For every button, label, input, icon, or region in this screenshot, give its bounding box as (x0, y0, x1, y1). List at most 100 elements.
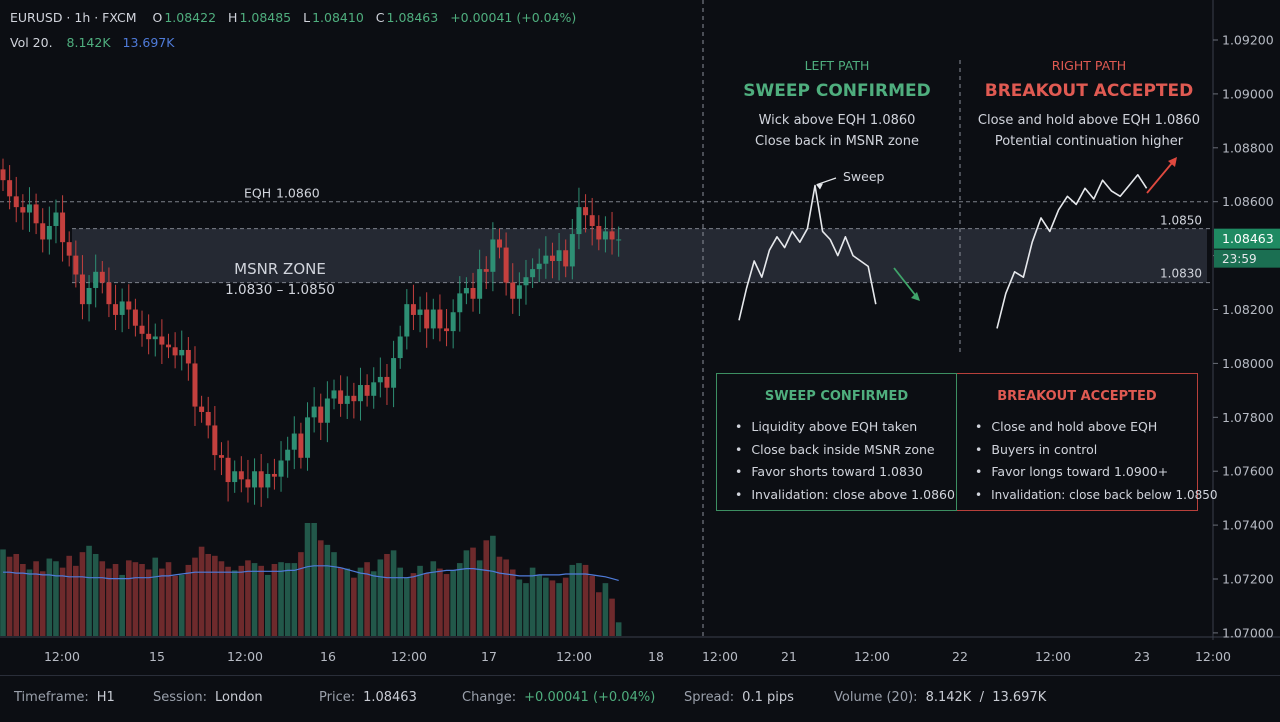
volume-bar (265, 574, 271, 636)
price-tick-label: 1.08800 (1222, 140, 1274, 155)
zone-bottom-label: 1.0830 (1160, 267, 1202, 281)
low-value: 1.08410 (312, 10, 364, 25)
time-tick-label: 12:00 (391, 649, 427, 664)
volume-bar (582, 564, 589, 636)
candle-body (199, 406, 205, 412)
volume-bar (370, 571, 377, 636)
candle-body (106, 282, 112, 305)
candle-body (179, 349, 185, 356)
sweep-box-item: Favor shorts toward 1.0830 (735, 461, 955, 484)
up-arrow-line (1146, 162, 1173, 194)
candle-body (404, 304, 410, 337)
symbol-label[interactable]: EURUSD · 1h · FXCM (10, 10, 137, 25)
volume-value: 8.142K (66, 35, 111, 50)
footer-change-label: Change: (462, 690, 517, 705)
candle-body (503, 247, 509, 283)
candle-body (357, 385, 363, 402)
candle-body (583, 207, 589, 216)
volume-bar (172, 575, 178, 636)
volume-bar (198, 546, 205, 636)
price-tick-label: 1.07600 (1222, 464, 1274, 479)
volume-bar (125, 560, 132, 636)
volume-bar (192, 557, 198, 636)
candle-body (93, 271, 99, 288)
candle-body (530, 269, 536, 278)
footer-session-label: Session: (153, 690, 207, 705)
sweep-box-item: Liquidity above EQH taken (735, 416, 955, 439)
footer-change-value: +0.00041 (+0.04%) (524, 690, 656, 705)
candle-body (13, 196, 19, 208)
candle-body (66, 242, 72, 256)
volume-bar (79, 552, 86, 636)
candle-body (384, 376, 390, 388)
sweep-confirmed-box: SWEEP CONFIRMED Liquidity above EQH take… (716, 373, 957, 511)
volume-bar (238, 565, 245, 636)
footer-price: Price: 1.08463 (319, 690, 417, 705)
candle-body (60, 212, 66, 243)
candle-body (377, 376, 383, 383)
volume-bar (284, 563, 291, 636)
volume-bar (311, 523, 317, 636)
down-arrow-line (893, 267, 917, 297)
volume-bar (178, 574, 185, 636)
down-arrow-head (911, 292, 920, 301)
volume-bar (344, 568, 351, 636)
volume-bar (397, 567, 403, 636)
sweep-box-item: Invalidation: close above 1.0860 (735, 484, 955, 507)
candle-body (232, 471, 238, 483)
volume-bar (185, 564, 192, 636)
footer-timeframe: Timeframe: H1 (14, 690, 115, 705)
volume-bar (132, 562, 139, 636)
sweep-box-item: Close back inside MSNR zone (735, 439, 955, 462)
candle-body (73, 255, 79, 275)
time-tick-label: 21 (781, 649, 797, 664)
candle-body (139, 325, 145, 334)
right-path-line1: Close and hold above EQH 1.0860 (978, 113, 1200, 128)
candle-body (113, 304, 119, 315)
zone-range: 1.0830 – 1.0850 (225, 282, 335, 298)
breakout-box-item: Close and hold above EQH (975, 416, 1218, 439)
candle-body (291, 433, 297, 450)
candle-body (185, 349, 191, 364)
countdown-tag (1214, 249, 1280, 268)
sweep-pointer (816, 177, 837, 186)
candle-body (344, 395, 350, 404)
volume-label[interactable]: Vol 20. (10, 35, 53, 50)
price-chart[interactable]: MSNR ZONE 1.0830 – 1.0850 1.0850 1.0830 EQH 1… (0, 0, 1280, 675)
volume-bar (59, 567, 66, 636)
candle-body (444, 328, 450, 332)
candle-body (437, 309, 443, 329)
open-label: O (152, 10, 163, 25)
candle-body (252, 471, 258, 488)
volume-bar (278, 562, 284, 636)
candle-body (119, 301, 125, 315)
candle-body (258, 471, 264, 488)
volume-bar (404, 577, 410, 636)
volume-bar (609, 598, 615, 636)
volume-bar (159, 568, 165, 636)
volume-bar (112, 564, 119, 636)
time-tick-label: 12:00 (556, 649, 592, 664)
candle-body (523, 277, 529, 286)
volume-bar (212, 555, 218, 636)
candle-body (576, 207, 582, 235)
price-tick-label: 1.07800 (1222, 410, 1274, 425)
footer-spread: Spread: 0.1 pips (684, 690, 794, 705)
volume-bar (490, 535, 496, 636)
sweep-arrowhead (816, 183, 823, 190)
volume-bar (39, 571, 46, 636)
candle-body (311, 406, 317, 418)
volume-ma-value: 13.697K (122, 35, 175, 50)
volume-bar (357, 567, 364, 636)
candle-body (305, 417, 311, 458)
candle-body (324, 398, 330, 423)
candle-body (53, 212, 59, 226)
price-tick-label: 1.08200 (1222, 302, 1274, 317)
volume-bar (92, 553, 99, 636)
close-value: 1.08463 (386, 10, 439, 25)
volume-bar (99, 561, 106, 636)
breakout-box-title: BREAKOUT ACCEPTED (997, 389, 1157, 404)
volume-bar (139, 564, 145, 636)
candle-body (126, 301, 132, 310)
time-tick-label: 12:00 (1195, 649, 1231, 664)
